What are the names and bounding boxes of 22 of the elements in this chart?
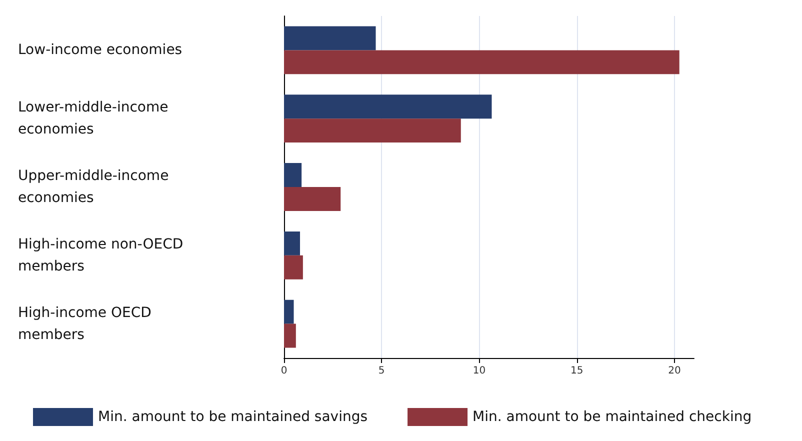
bar	[284, 300, 294, 324]
legend-label: Min. amount to be maintained checking	[472, 409, 752, 425]
bar	[284, 324, 296, 348]
x-tick-label: 20	[668, 366, 681, 376]
bar	[284, 118, 461, 143]
y-tick-label: Upper-middle-income economies	[18, 168, 174, 206]
bar	[284, 255, 303, 280]
bar	[284, 94, 492, 119]
bar	[284, 231, 300, 256]
x-tick-label: 15	[570, 366, 584, 376]
y-tick-label: Low-income economies	[18, 42, 182, 58]
y-tick-label: High-income OECD members	[18, 304, 156, 343]
y-tick-label: High-income non-OECD members	[18, 236, 188, 274]
bar	[284, 187, 341, 211]
bar	[284, 26, 376, 50]
bar	[284, 50, 680, 74]
bar	[284, 163, 302, 187]
x-tick-label: 5	[378, 366, 385, 376]
y-tick-label: Lower-middle-income economies	[18, 100, 173, 138]
x-tick-label: 10	[472, 366, 486, 376]
legend-label: Min. amount to be maintained savings	[98, 409, 368, 425]
x-tick-label: 0	[280, 366, 288, 376]
